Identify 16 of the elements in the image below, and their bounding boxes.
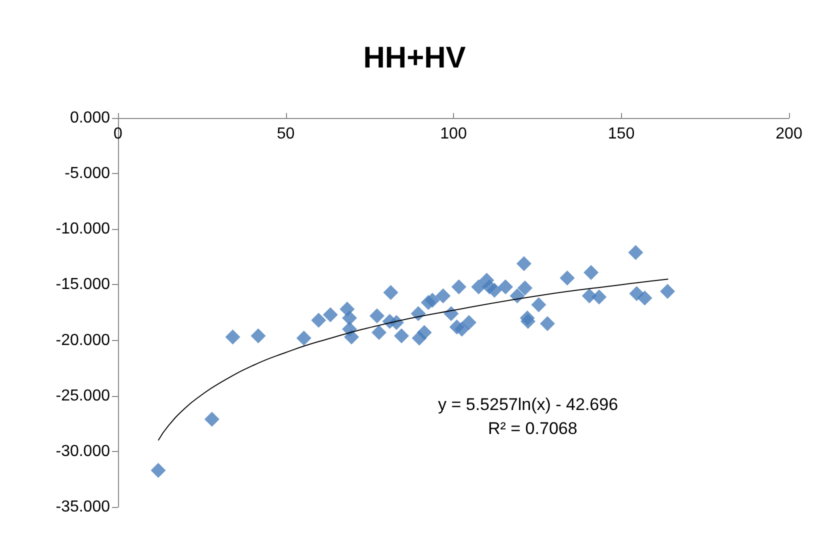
y-tick-label: -10.000 xyxy=(56,220,110,238)
y-tick-label: -15.000 xyxy=(56,276,110,294)
x-tick-label: 0 xyxy=(114,126,123,142)
x-tick-label: 200 xyxy=(776,126,802,142)
y-tick-label: -30.000 xyxy=(56,442,110,460)
chart-title: HH+HV xyxy=(363,42,466,74)
x-tick-label: 100 xyxy=(440,126,467,142)
y-tick-label: -5.000 xyxy=(64,165,110,182)
y-tick-label: 0.000 xyxy=(70,110,110,126)
y-tick-label: -20.000 xyxy=(56,332,110,349)
x-tick-label: 150 xyxy=(608,126,635,142)
annotation: R² = 0.7068 xyxy=(488,419,578,438)
x-tick-label: 50 xyxy=(276,126,295,142)
y-tick-label: -25.000 xyxy=(56,387,110,404)
annotation: y = 5.5257ln(x) - 42.696 xyxy=(438,395,618,414)
y-tick-label: -35.000 xyxy=(56,498,110,516)
